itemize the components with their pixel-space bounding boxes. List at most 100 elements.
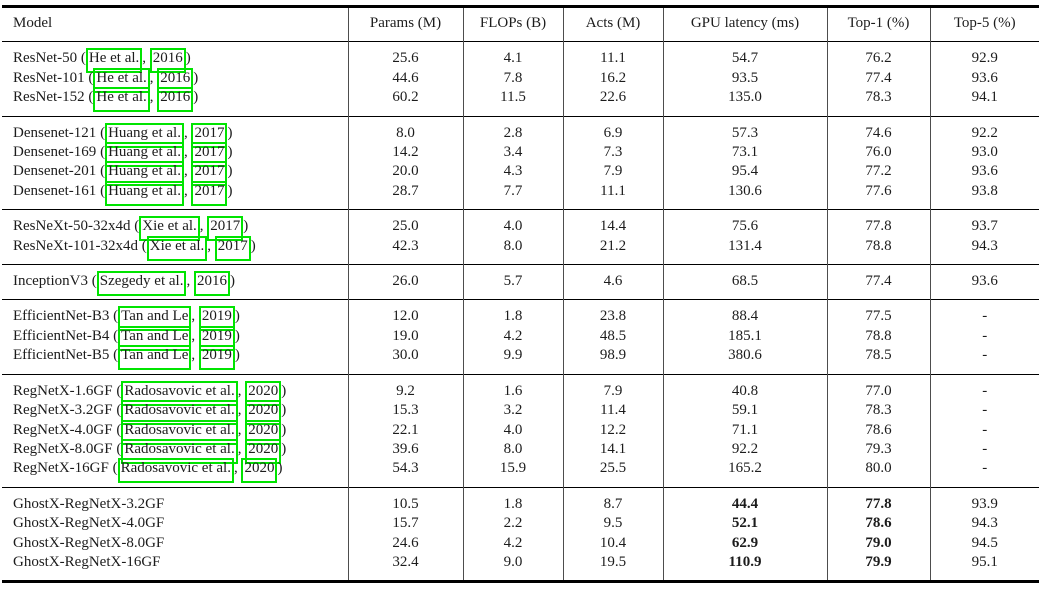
table-section-6: GhostX-RegNetX-3.2GF 10.5 1.8 8.7 44.4 77.8 93… [2, 487, 1039, 582]
table-row: ResNet-152 (He et al., 2016) 60.2 11.5 22.6… [2, 87, 1039, 117]
top5-cell: 93.6 [971, 163, 998, 180]
citation-authors-link[interactable]: Tan and Le [118, 345, 192, 371]
flops-cell: 4.3 [463, 162, 564, 182]
acts-cell: 12.2 [563, 420, 664, 440]
acts-cell: 10.4 [563, 533, 664, 553]
column-header-4: GPU latency (ms) [663, 6, 828, 42]
flops-cell: 1.6 [463, 374, 564, 402]
citation-authors-link[interactable]: Tan and Le [118, 325, 192, 351]
gpu-latency-cell: 52.1 [663, 514, 828, 534]
column-header-0: Model [2, 6, 349, 42]
citation-year-link[interactable]: 2019 [198, 325, 235, 351]
model-name: ResNet-101 [13, 69, 85, 86]
table-row: Densenet-169 (Huang et al., 2017) 14.2 3.4… [2, 142, 1039, 168]
citation-year-link[interactable]: 2017 [214, 235, 251, 261]
table-row: ResNeXt-101-32x4d (Xie et al., 2017) 42.3… [2, 235, 1039, 265]
citation-year-link[interactable]: 2017 [207, 216, 244, 242]
flops-cell: 5.7 [463, 264, 564, 300]
citation-authors-link[interactable]: Radosavovic et al. [121, 438, 238, 464]
citation-authors-link[interactable]: He et al. [93, 87, 150, 113]
model-name: RegNetX-8.0GF [13, 440, 113, 457]
citation-year-link[interactable]: 2020 [245, 419, 282, 445]
top5-cell: 93.6 [971, 69, 998, 86]
model-cell: RegNetX-8.0GF (Radosavovic et al., 2020) [2, 438, 349, 464]
table-section-3: InceptionV3 (Szegedy et al., 2016) 26.0 5.… [2, 264, 1039, 300]
citation-year-link[interactable]: 2017 [191, 180, 228, 206]
citation-year-link[interactable]: 2019 [198, 306, 235, 332]
model-name: ResNeXt-101-32x4d [13, 237, 138, 254]
acts-cell: 11.4 [563, 401, 664, 421]
citation-authors-link[interactable]: Huang et al. [105, 122, 184, 148]
flops-cell: 2.2 [463, 514, 564, 534]
model-name: EfficientNet-B3 [13, 308, 110, 325]
params-cell: 25.6 [348, 41, 464, 69]
model-name: ResNeXt-50-32x4d [13, 218, 131, 235]
top1-cell: 79.0 [827, 533, 931, 553]
top5-cell: 92.9 [971, 50, 998, 67]
top1-cell: 77.8 [827, 487, 931, 515]
model-name: Densenet-121 [13, 124, 97, 141]
citation-year-link[interactable]: 2016 [157, 87, 194, 113]
citation-year-link[interactable]: 2017 [191, 142, 228, 168]
citation-authors-link[interactable]: He et al. [85, 48, 143, 74]
citation-authors-link[interactable]: He et al. [93, 67, 150, 93]
params-cell: 60.2 [348, 88, 464, 117]
model-cell: GhostX-RegNetX-8.0GF [2, 533, 349, 553]
gpu-latency-cell: 131.4 [663, 236, 828, 265]
citation-year-link[interactable]: 2020 [245, 400, 282, 426]
citation-year-link[interactable]: 2016 [193, 271, 230, 297]
table-row: RegNetX-3.2GF (Radosavovic et al., 2020)… [2, 400, 1039, 426]
gpu-latency-cell: 71.1 [663, 420, 828, 440]
citation-authors-link[interactable]: Radosavovic et al. [121, 400, 238, 426]
model-cell: EfficientNet-B5 (Tan and Le, 2019) [2, 345, 349, 375]
table-row: EfficientNet-B5 (Tan and Le, 2019) 30.0 9.… [2, 345, 1039, 375]
table-row: EfficientNet-B3 (Tan and Le, 2019) 12.0 1.… [2, 299, 1039, 332]
top5-cell: 94.3 [971, 515, 998, 532]
gpu-latency-cell: 54.7 [663, 41, 828, 69]
table-row: GhostX-RegNetX-4.0GF 15.7 2.2 9.5 52.1 78.6 94… [2, 514, 1039, 534]
top1-cell: 79.3 [827, 439, 931, 460]
citation-authors-link[interactable]: Huang et al. [105, 180, 184, 206]
model-cell: RegNetX-1.6GF (Radosavovic et al., 2020) [2, 374, 349, 406]
citation-year-link[interactable]: 2016 [157, 67, 194, 93]
top5-cell: - [982, 402, 988, 419]
citation-year-link[interactable]: 2017 [191, 122, 228, 148]
citation-authors-link[interactable]: Radosavovic et al. [117, 458, 234, 484]
citation-authors-link[interactable]: Szegedy et al. [96, 271, 187, 297]
citation-year-link[interactable]: 2020 [245, 438, 282, 464]
params-cell: 12.0 [348, 299, 464, 327]
citation-year-link[interactable]: 2019 [198, 345, 235, 371]
citation-authors-link[interactable]: Huang et al. [105, 142, 184, 168]
model-name: RegNetX-1.6GF [13, 382, 113, 399]
acts-cell: 98.9 [563, 346, 664, 375]
acts-cell: 7.3 [563, 143, 664, 163]
params-cell: 42.3 [348, 236, 464, 265]
gpu-latency-cell: 40.8 [663, 374, 828, 402]
params-cell: 30.0 [348, 346, 464, 375]
citation-year-link[interactable]: 2016 [149, 48, 186, 74]
acts-cell: 48.5 [563, 326, 664, 347]
table-row: EfficientNet-B4 (Tan and Le, 2019) 19.0 4.… [2, 325, 1039, 351]
acts-cell: 14.1 [563, 439, 664, 460]
top1-cell: 77.4 [827, 264, 931, 300]
top1-cell: 78.3 [827, 88, 931, 117]
model-cell: ResNeXt-50-32x4d (Xie et al., 2017) [2, 209, 349, 242]
citation-year-link[interactable]: 2017 [191, 161, 228, 187]
table-row: GhostX-RegNetX-3.2GF 10.5 1.8 8.7 44.4 77.8 93… [2, 487, 1039, 515]
gpu-latency-cell: 57.3 [663, 116, 828, 144]
column-header-6: Top-5 (%) [953, 15, 1016, 31]
citation-authors-link[interactable]: Tan and Le [118, 306, 192, 332]
citation-year-link[interactable]: 2020 [241, 458, 278, 484]
citation-authors-link[interactable]: Xie et al. [139, 216, 200, 242]
acts-cell: 11.1 [563, 181, 664, 210]
top5-cell: - [982, 421, 988, 438]
citation-year-link[interactable]: 2020 [245, 380, 282, 406]
model-cell: Densenet-201 (Huang et al., 2017) [2, 161, 349, 187]
flops-cell: 15.9 [463, 459, 564, 488]
citation-authors-link[interactable]: Xie et al. [146, 235, 208, 261]
column-header-1: Params (M) [348, 6, 464, 42]
citation-authors-link[interactable]: Radosavovic et al. [121, 380, 238, 406]
citation-authors-link[interactable]: Radosavovic et al. [121, 419, 238, 445]
acts-cell: 16.2 [563, 68, 664, 89]
citation-authors-link[interactable]: Huang et al. [105, 161, 184, 187]
